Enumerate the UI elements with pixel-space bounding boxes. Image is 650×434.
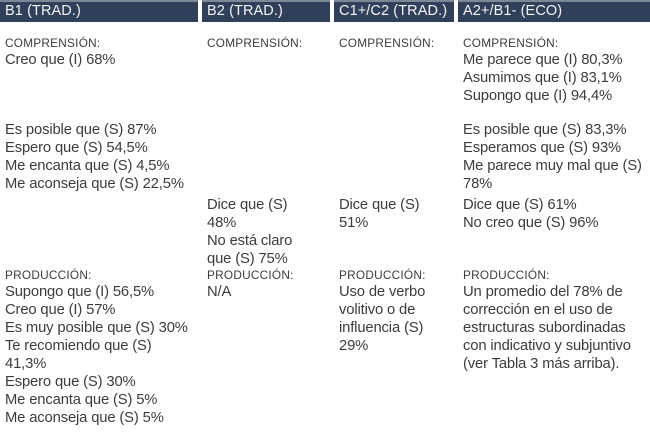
- row-produccion: PRODUCCIÓN: Supongo que (I) 56,5% Creo q…: [0, 266, 650, 434]
- cell-comprension-b2: COMPRENSIÓN:: [202, 22, 330, 119]
- comprension-intro-text: Creo que (I) 68%: [5, 52, 116, 68]
- cell-block3-c1-c2: Dice que (S) 51%: [334, 194, 454, 266]
- cell-block3-b2: Dice que (S) 48% No está claro que (S) 7…: [202, 194, 330, 267]
- column-header-b2-trad: B2 (TRAD.): [202, 0, 330, 22]
- produccion-label: PRODUCCIÓN:: [5, 268, 92, 282]
- column-header-b1-trad: B1 (TRAD.): [0, 0, 198, 22]
- comprension-label: COMPRENSIÓN:: [207, 36, 303, 50]
- cell-produccion-a2-b1: PRODUCCIÓN: Un promedio del 78% de corre…: [458, 266, 650, 434]
- produccion-label: PRODUCCIÓN:: [463, 268, 550, 282]
- produccion-label: PRODUCCIÓN:: [207, 268, 294, 282]
- row-comprension-block2: Es posible que (S) 87% Espero que (S) 54…: [0, 119, 650, 194]
- column-header-a2-b1-eco: A2+/B1- (ECO): [458, 0, 650, 22]
- produccion-label: PRODUCCIÓN:: [339, 268, 426, 282]
- cell-block2-b1: Es posible que (S) 87% Espero que (S) 54…: [0, 119, 198, 194]
- comprension-block3-text: Dice que (S) 51%: [339, 197, 420, 231]
- comprension-block3-text: Dice que (S) 61% No creo que (S) 96%: [463, 197, 599, 231]
- cell-block3-b1: [0, 194, 198, 266]
- comprension-label: COMPRENSIÓN:: [463, 36, 559, 50]
- comprension-intro-text: Me parece que (I) 80,3% Asumimos que (I)…: [463, 52, 623, 104]
- cell-block2-b2: [202, 119, 330, 194]
- comprension-label: COMPRENSIÓN:: [5, 36, 101, 50]
- produccion-text: Supongo que (I) 56,5% Creo que (I) 57% E…: [5, 284, 188, 426]
- produccion-text: Uso de verbo volitivo o de influencia (S…: [339, 284, 426, 354]
- cell-block2-c1-c2: [334, 119, 454, 194]
- row-comprension-block3: Dice que (S) 48% No está claro que (S) 7…: [0, 194, 650, 267]
- table-header-row: B1 (TRAD.) B2 (TRAD.) C1+/C2 (TRAD.) A2+…: [0, 0, 650, 22]
- row-comprension-intro: COMPRENSIÓN: Creo que (I) 68% COMPRENSIÓ…: [0, 22, 650, 119]
- cell-comprension-c1-c2: COMPRENSIÓN:: [334, 22, 454, 119]
- produccion-text: N/A: [207, 284, 232, 300]
- cell-produccion-b2: PRODUCCIÓN: N/A: [202, 266, 330, 434]
- column-header-c1-c2-trad: C1+/C2 (TRAD.): [334, 0, 454, 22]
- cell-produccion-c1-c2: PRODUCCIÓN: Uso de verbo volitivo o de i…: [334, 266, 454, 434]
- cell-comprension-b1: COMPRENSIÓN: Creo que (I) 68%: [0, 22, 198, 119]
- produccion-text: Un promedio del 78% de corrección en el …: [463, 284, 631, 372]
- cell-block3-a2-b1: Dice que (S) 61% No creo que (S) 96%: [458, 194, 650, 266]
- comprension-label: COMPRENSIÓN:: [339, 36, 435, 50]
- comprension-block2-text: Es posible que (S) 83,3% Esperamos que (…: [463, 122, 642, 192]
- comprension-block3-text: Dice que (S) 48% No está claro que (S) 7…: [207, 197, 293, 267]
- cell-produccion-b1: PRODUCCIÓN: Supongo que (I) 56,5% Creo q…: [0, 266, 198, 434]
- cell-block2-a2-b1: Es posible que (S) 83,3% Esperamos que (…: [458, 119, 650, 194]
- cell-comprension-a2-b1: COMPRENSIÓN: Me parece que (I) 80,3% Asu…: [458, 22, 650, 119]
- comprension-block2-text: Es posible que (S) 87% Espero que (S) 54…: [5, 122, 184, 192]
